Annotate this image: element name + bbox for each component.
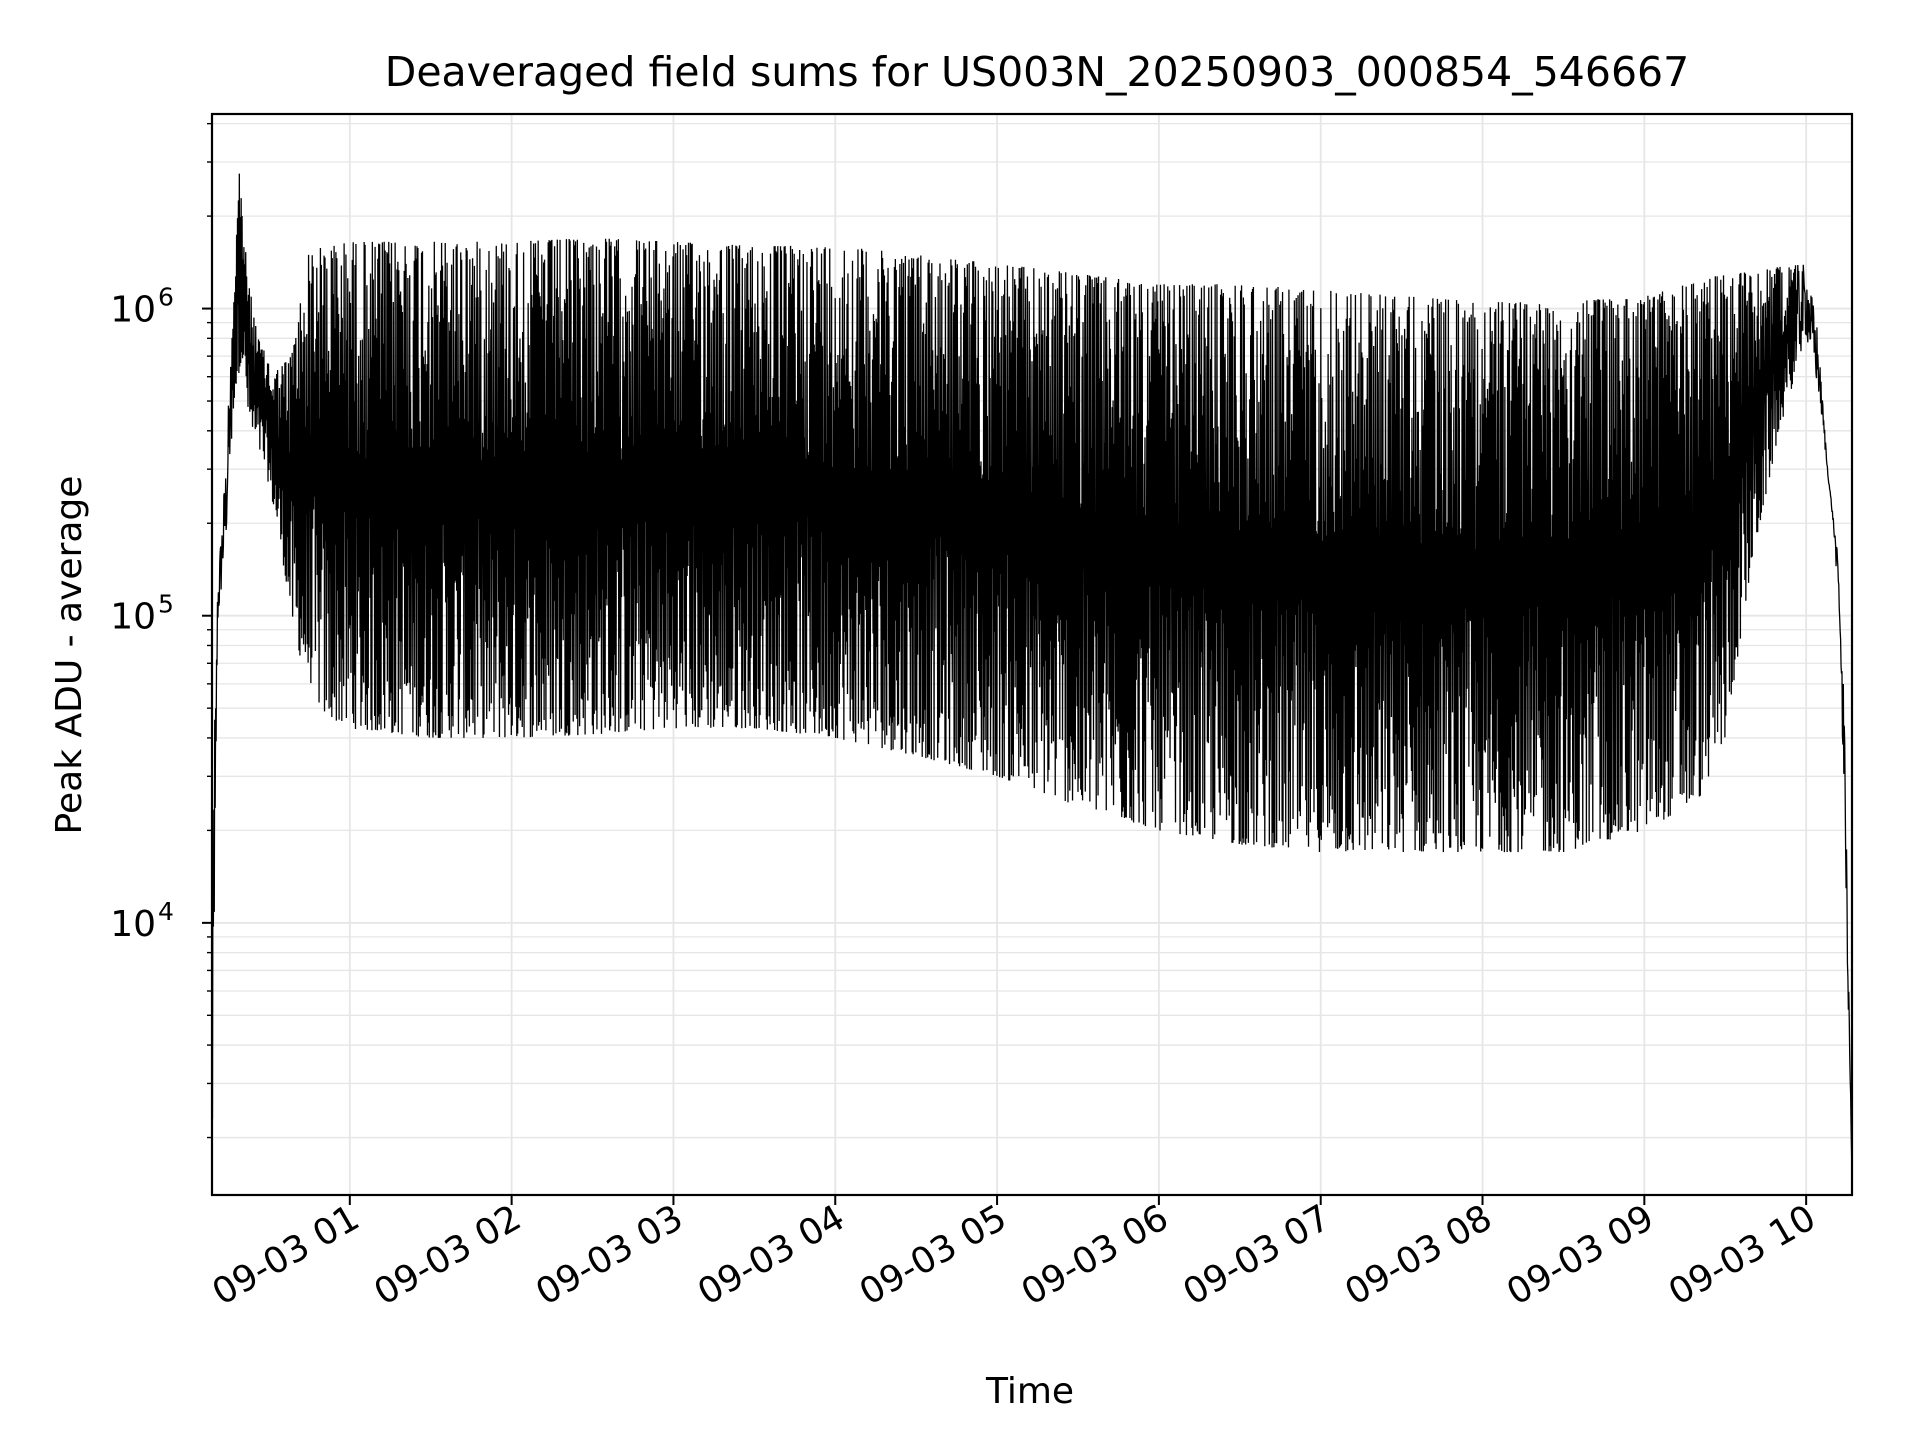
y-tick-label: 10	[110, 290, 156, 331]
y-axis-label: Peak ADU - average	[49, 476, 90, 835]
y-tick-exponent: 4	[158, 897, 174, 926]
plot-area	[211, 173, 1853, 1176]
y-tick-label: 10	[110, 904, 156, 945]
x-axis-label: Time	[985, 1371, 1074, 1412]
axes-frame	[210, 112, 1854, 1197]
y-tick-exponent: 5	[158, 590, 174, 619]
y-tick-label: 10	[110, 597, 156, 638]
chart-title: Deaveraged field sums for US003N_2025090…	[385, 48, 1689, 96]
series-line	[211, 173, 1853, 1176]
y-tick-exponent: 6	[158, 283, 174, 312]
